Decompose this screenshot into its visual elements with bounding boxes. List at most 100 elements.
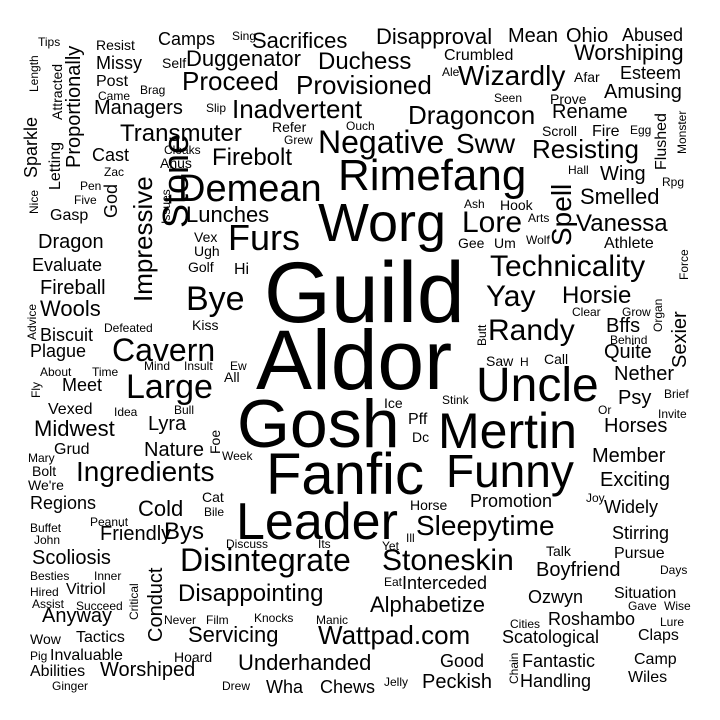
word: Sexier: [669, 311, 691, 368]
word: Lunches: [186, 202, 270, 227]
word: Peanut: [90, 515, 129, 529]
word: Drew: [222, 679, 251, 693]
word: Camps: [158, 29, 216, 49]
word: Missy: [96, 53, 142, 73]
word: Fire: [592, 123, 620, 140]
word: Hall: [568, 163, 589, 177]
word: Worshiping: [574, 40, 684, 65]
word: Arts: [528, 211, 550, 225]
word: Interceded: [402, 573, 488, 593]
word: Large: [126, 368, 213, 406]
word: Conduct: [145, 567, 167, 643]
word: Slip: [206, 101, 227, 115]
word: Never: [164, 613, 197, 627]
word: Exciting: [600, 469, 671, 491]
word: Alphabetize: [370, 592, 485, 617]
word: Camp: [634, 651, 677, 668]
word: Duchess: [318, 48, 412, 75]
word: Guild: [264, 245, 465, 341]
word: Talk: [546, 543, 571, 559]
word: Good: [440, 651, 485, 671]
word: Ginger: [52, 679, 89, 693]
word: Pig: [30, 649, 48, 663]
word: Worshiped: [100, 659, 196, 681]
word: Wolf: [526, 233, 550, 247]
word: Plague: [30, 341, 87, 361]
word: Horses: [604, 415, 668, 437]
word: Week: [222, 449, 253, 463]
word: Kiss: [192, 317, 219, 333]
word: Disintegrate: [180, 542, 351, 578]
word: Provisioned: [296, 70, 432, 100]
word: Sleepytime: [416, 510, 555, 541]
word: Ale: [442, 65, 460, 79]
word: Ohio: [566, 25, 609, 47]
word: Wizardly: [458, 60, 566, 91]
word: Knocks: [254, 611, 294, 625]
word: Horse: [410, 497, 448, 513]
word: Hired: [30, 585, 59, 599]
word: Sparkle: [21, 116, 41, 178]
word: Grow: [622, 305, 651, 319]
word: Cavern: [112, 332, 216, 368]
word: Impressive: [128, 176, 158, 302]
word: Length: [27, 55, 41, 92]
word: Proportionally: [63, 45, 85, 168]
word: Stoneskin: [382, 544, 514, 577]
word: Managers: [94, 97, 183, 119]
word: Nature: [144, 439, 205, 461]
word: Underhanded: [238, 650, 372, 675]
word: Foe: [207, 429, 223, 454]
word: Claps: [638, 627, 679, 644]
word: Chews: [320, 677, 376, 697]
word: Meet: [62, 375, 103, 395]
word: Seen: [494, 91, 523, 105]
word: Furs: [228, 217, 300, 258]
word: Film: [206, 613, 229, 627]
word: Vex: [194, 229, 218, 245]
word: Amusing: [604, 81, 682, 103]
word: Pursue: [614, 545, 665, 562]
word: Lure: [660, 615, 685, 629]
word: Vexed: [48, 401, 93, 418]
word: Or: [598, 403, 612, 417]
word: Hi: [234, 261, 250, 278]
word: Spell: [546, 183, 577, 246]
word: Sww: [456, 128, 516, 159]
word: Athlete: [604, 235, 654, 252]
word: Funny: [446, 445, 574, 497]
word: Jelly: [384, 675, 409, 689]
word: Ash: [464, 197, 485, 211]
word: Sing: [232, 29, 257, 43]
word: Lore: [462, 206, 523, 239]
word: Critical: [127, 583, 141, 620]
word: Demean: [178, 168, 322, 210]
word: Mean: [508, 25, 559, 47]
word: Midwest: [34, 416, 115, 441]
word: Abilities: [30, 663, 86, 680]
word: Quite: [604, 341, 652, 363]
word: Sacrifices: [252, 28, 348, 53]
word: Bolt: [32, 463, 57, 479]
word: Inner: [94, 569, 122, 583]
word: Fanfic: [266, 442, 424, 507]
word: Prove: [550, 91, 587, 107]
word: Wing: [600, 163, 646, 185]
word: Ew: [230, 359, 247, 373]
word: Grud: [54, 441, 90, 458]
word: Pff: [408, 411, 428, 428]
word: About: [40, 365, 72, 379]
word: Cities: [510, 617, 541, 631]
word: Um: [494, 235, 516, 251]
word: Assist: [32, 597, 65, 611]
word: Invite: [658, 407, 687, 421]
word: Evaluate: [32, 255, 103, 275]
word: Dc: [412, 429, 430, 445]
word: Afar: [574, 69, 600, 85]
word: Succeed: [76, 599, 123, 613]
word: Wattpad.com: [318, 620, 471, 650]
word: Dragon: [38, 231, 104, 253]
word: Friendly: [100, 523, 172, 545]
word: Mind: [144, 359, 171, 373]
word: Time: [92, 365, 119, 379]
